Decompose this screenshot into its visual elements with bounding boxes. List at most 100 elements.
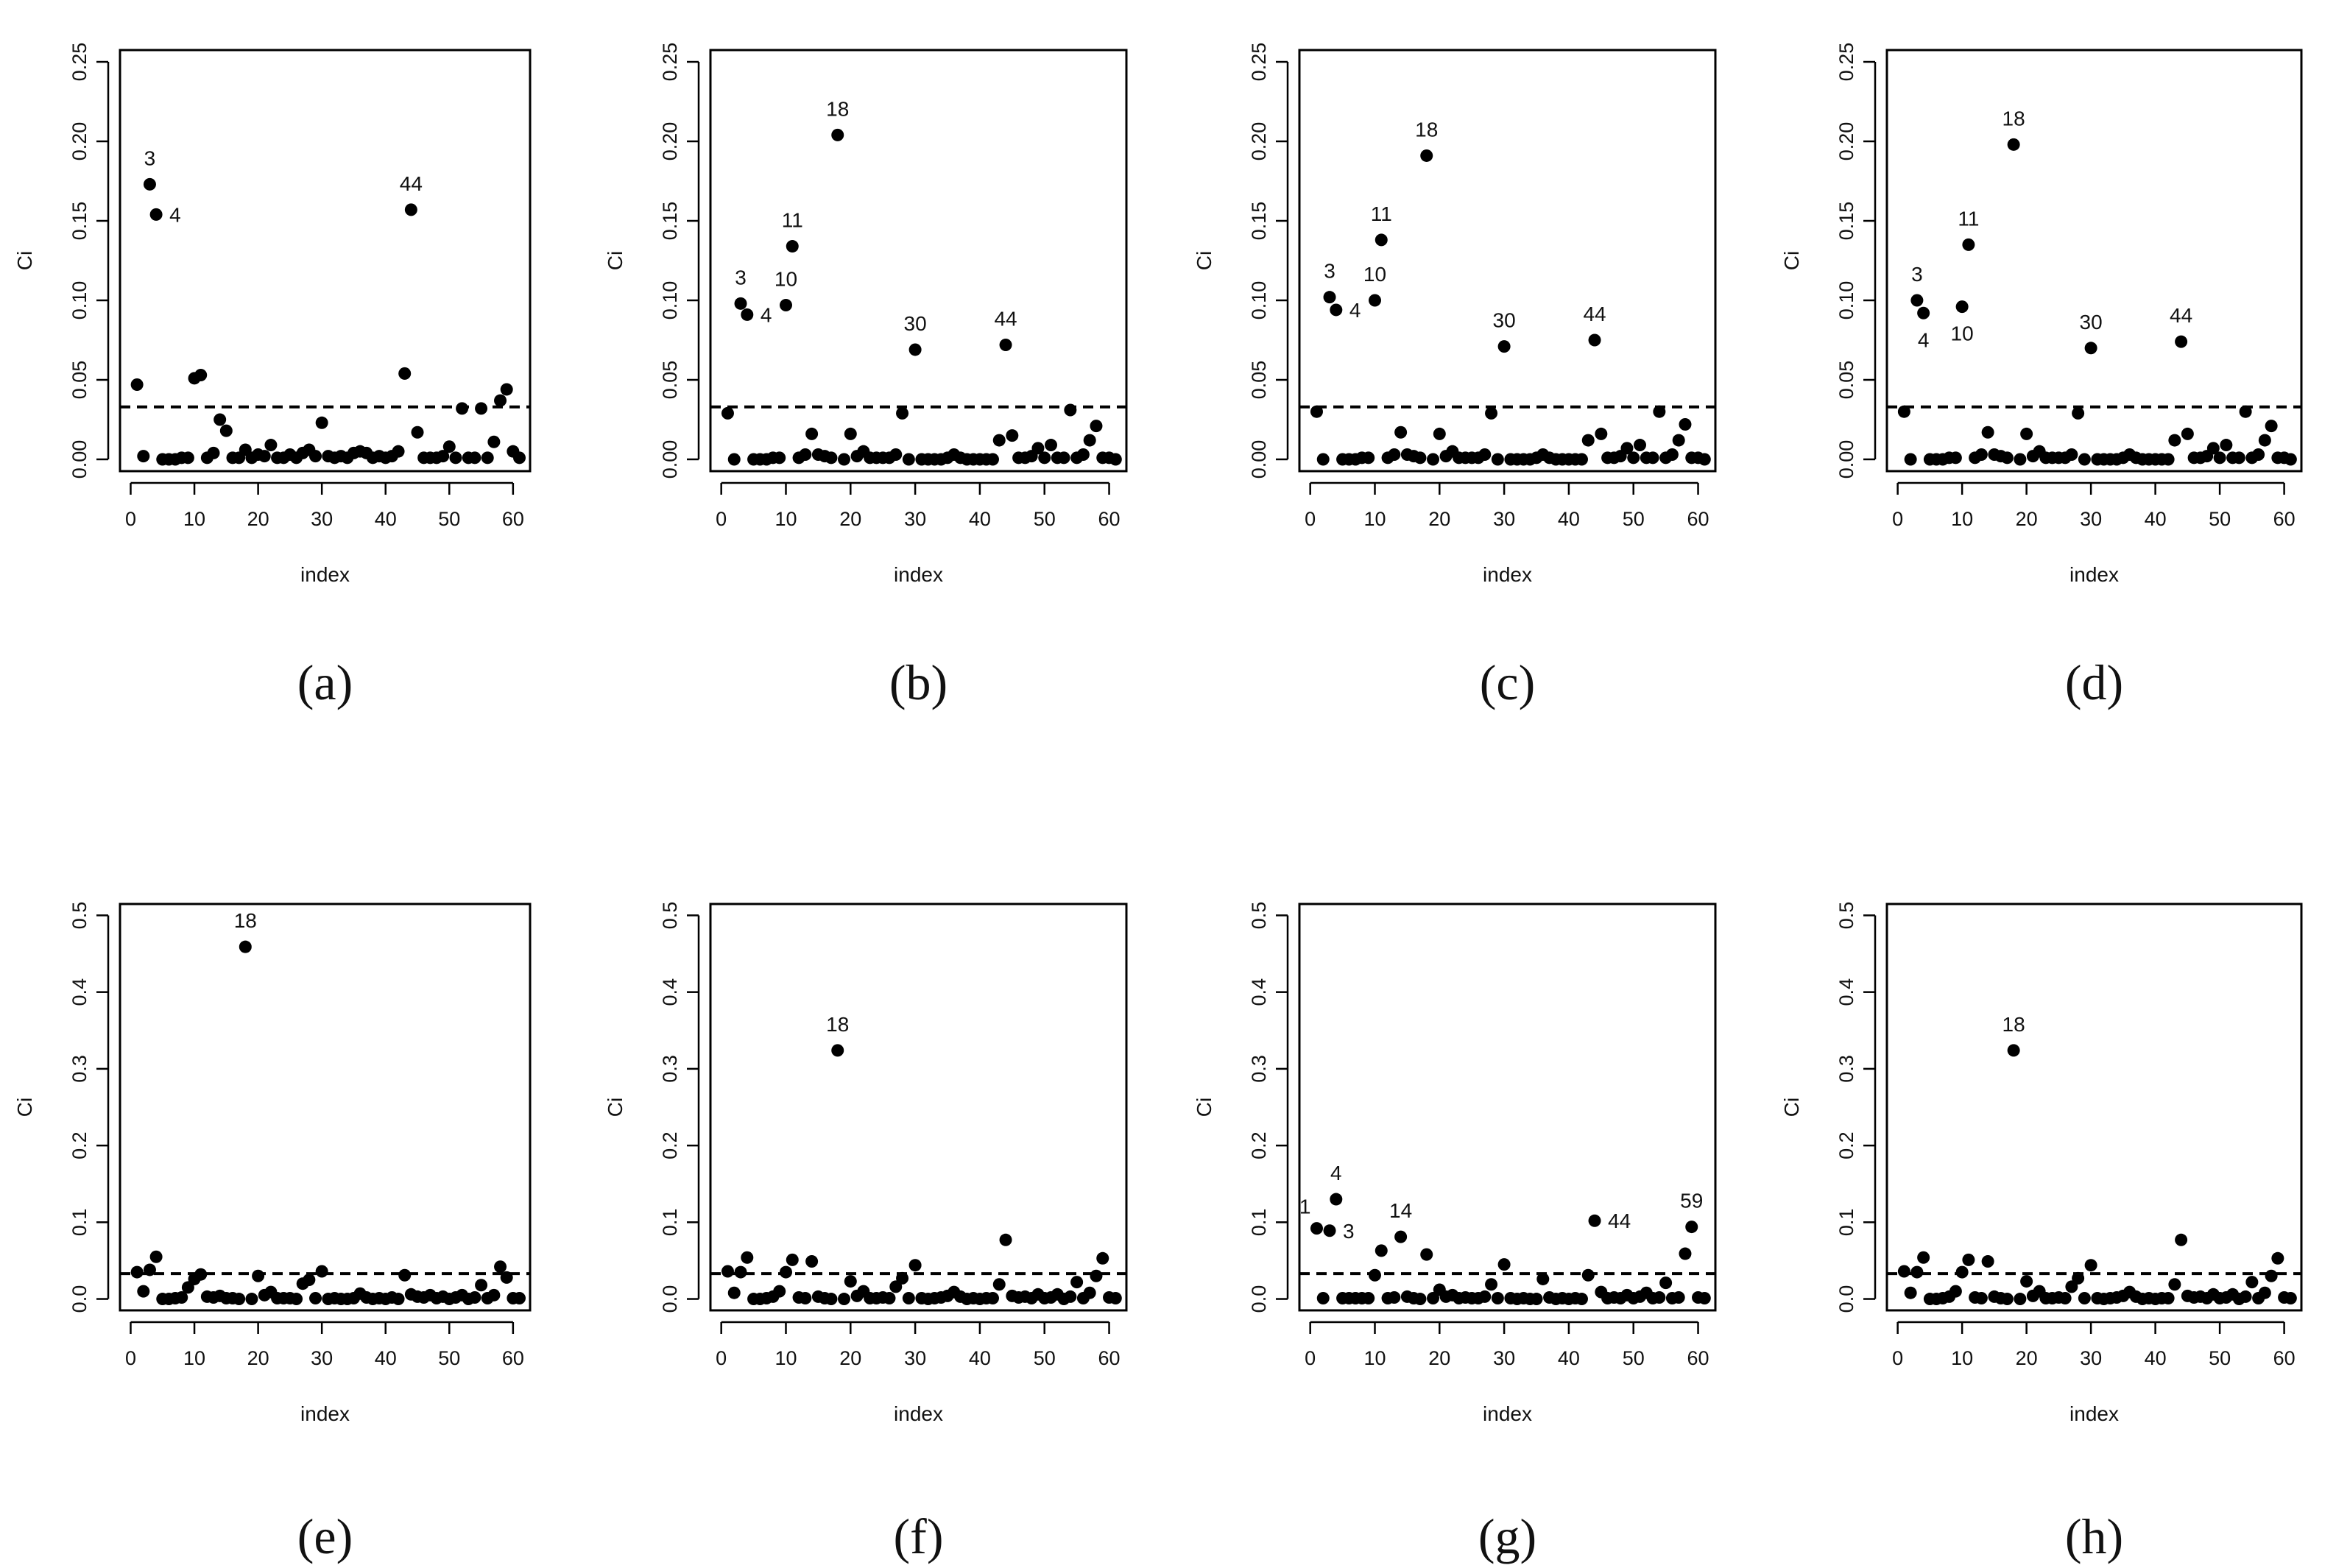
x-axis-label: index <box>894 563 943 586</box>
data-point <box>1006 429 1019 442</box>
data-point <box>1076 448 1090 462</box>
point-label: 18 <box>1415 118 1438 141</box>
y-axis-label: Ci <box>13 1098 36 1117</box>
data-point <box>2175 335 2188 348</box>
data-point <box>315 416 328 429</box>
data-point <box>468 451 481 465</box>
data-point <box>2265 420 2278 433</box>
y-tick-label: 0.20 <box>1248 122 1270 161</box>
data-point <box>1375 233 1388 247</box>
x-tick-label: 0 <box>1305 508 1316 530</box>
scatter-panel: 0 10 20 30 40 50 60 0.0 0.1 0.2 0.3 0.4 0.5 index Ci 1 3… <box>1193 902 1717 1564</box>
data-point <box>233 1293 246 1306</box>
data-point <box>449 451 462 465</box>
data-point <box>1679 417 1692 431</box>
data-point <box>1917 306 1930 319</box>
y-tick-label: 0.20 <box>1835 122 1857 161</box>
data-point <box>1659 1276 1673 1290</box>
data-point <box>1497 1258 1511 1271</box>
x-tick-label: 0 <box>1892 508 1903 530</box>
data-point <box>1955 300 1969 314</box>
x-tick-label: 0 <box>125 1347 136 1369</box>
x-tick-label: 20 <box>839 508 861 530</box>
y-axis-label: Ci <box>1780 1098 1803 1117</box>
data-point <box>1962 238 1975 251</box>
plot-frame <box>119 49 532 473</box>
plot-frame <box>119 903 532 1312</box>
x-tick-label: 20 <box>247 508 269 530</box>
x-tick-label: 50 <box>438 1347 460 1369</box>
point-label: 4 <box>761 303 772 326</box>
data-point <box>2014 1293 2027 1306</box>
data-point <box>1910 294 1924 307</box>
data-point <box>1653 1290 1666 1304</box>
data-point <box>1031 442 1045 455</box>
x-axis-label: index <box>2069 563 2119 586</box>
data-point <box>1096 1251 1109 1265</box>
x-tick-label: 50 <box>1034 1347 1056 1369</box>
y-tick-label: 0.15 <box>68 202 91 241</box>
data-point <box>773 451 786 465</box>
data-point <box>999 1233 1012 1246</box>
data-point <box>1330 303 1343 317</box>
data-point <box>838 1293 851 1306</box>
data-point <box>1420 1248 1433 1261</box>
panel-caption: (d) <box>2065 654 2123 710</box>
data-point <box>392 1293 405 1306</box>
x-axis-label: index <box>1483 563 1532 586</box>
y-axis-label: Ci <box>13 251 36 270</box>
x-tick-label: 10 <box>1363 1347 1386 1369</box>
data-point <box>1388 1290 1401 1304</box>
point-label: 30 <box>904 312 927 335</box>
x-tick-label: 30 <box>904 508 926 530</box>
y-tick-label: 0.4 <box>659 978 681 1006</box>
data-point <box>2265 1269 2278 1282</box>
data-point <box>999 338 1012 351</box>
data-point <box>831 1044 844 1057</box>
y-tick-label: 0.10 <box>1835 281 1857 320</box>
y-axis-label: Ci <box>1780 251 1803 270</box>
y-tick-label: 0.05 <box>1248 361 1270 400</box>
data-point <box>1536 1272 1550 1285</box>
plot-frame <box>1298 903 1717 1312</box>
y-tick-label: 0.00 <box>659 440 681 479</box>
data-point <box>475 1279 488 1292</box>
data-point <box>1414 1293 1427 1306</box>
data-point <box>1394 425 1408 439</box>
data-point <box>908 343 922 356</box>
data-point <box>2020 1275 2033 1288</box>
point-label: 3 <box>1324 260 1335 283</box>
y-tick-label: 0.3 <box>1835 1055 1857 1083</box>
x-tick-label: 60 <box>1098 508 1121 530</box>
point-label: 11 <box>1371 202 1392 225</box>
data-point <box>1904 453 1917 466</box>
data-point <box>398 1268 412 1282</box>
y-tick-label: 0.1 <box>68 1209 91 1237</box>
y-tick-label: 0.5 <box>68 902 91 930</box>
data-point <box>2020 427 2033 440</box>
data-point <box>2239 405 2252 418</box>
y-tick-label: 0.3 <box>68 1055 91 1083</box>
data-point <box>1394 1230 1408 1243</box>
data-point <box>1427 1292 1440 1305</box>
point-label: 11 <box>782 209 803 232</box>
data-point <box>734 297 747 310</box>
data-point <box>1323 1224 1336 1237</box>
data-point <box>290 1293 303 1306</box>
data-point <box>1109 1292 1122 1305</box>
y-tick-label: 0.4 <box>1835 978 1857 1006</box>
data-point <box>442 440 456 453</box>
data-point <box>411 425 424 439</box>
x-tick-label: 40 <box>969 1347 991 1369</box>
y-tick-label: 0.15 <box>659 202 681 241</box>
data-point <box>786 1253 799 1266</box>
data-point <box>1949 451 1962 465</box>
y-tick-label: 0.05 <box>68 361 91 400</box>
data-point <box>844 427 857 440</box>
x-tick-label: 0 <box>716 1347 727 1369</box>
data-point <box>137 450 150 463</box>
data-point <box>825 1293 838 1306</box>
data-point <box>831 128 844 141</box>
plot-frame <box>709 903 1128 1312</box>
y-tick-label: 0.10 <box>659 281 681 320</box>
